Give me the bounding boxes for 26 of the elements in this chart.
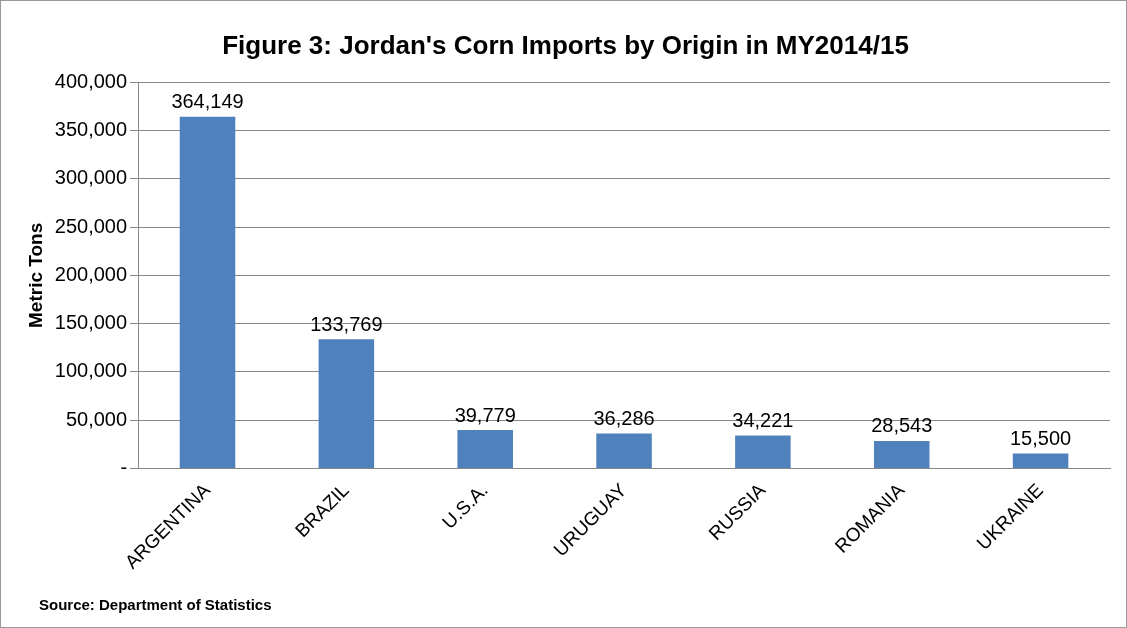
y-tick-label: - (120, 456, 128, 479)
y-tick-label: 50,000 (65, 407, 128, 430)
y-tick-label: 250,000 (54, 214, 128, 237)
bar (318, 339, 375, 468)
bar (1012, 453, 1069, 468)
data-label: 364,149 (171, 90, 244, 113)
data-label: 39,779 (454, 403, 516, 426)
data-label: 15,500 (1009, 427, 1072, 450)
y-tick-label: 150,000 (54, 311, 128, 334)
bar (179, 116, 236, 468)
bar (735, 435, 791, 468)
bar (596, 433, 652, 468)
bar (873, 440, 930, 468)
data-label: 36,286 (593, 406, 655, 429)
chart-title: Figure 3: Jordan's Corn Imports by Origin in MY2014/15 (222, 29, 909, 60)
bar (457, 430, 513, 468)
data-label: 133,769 (310, 312, 383, 335)
y-tick-label: 350,000 (54, 118, 128, 140)
y-axis-title: Metric Tons (24, 222, 46, 328)
source-note: Source: Department of Statistics (39, 595, 272, 613)
y-tick-label: 200,000 (54, 262, 128, 285)
data-label: 28,543 (871, 414, 933, 437)
y-tick-label: 400,000 (54, 69, 128, 92)
y-tick-label: 300,000 (54, 166, 128, 189)
y-tick-label: 100,000 (54, 359, 128, 382)
data-label: 34,221 (732, 408, 794, 431)
